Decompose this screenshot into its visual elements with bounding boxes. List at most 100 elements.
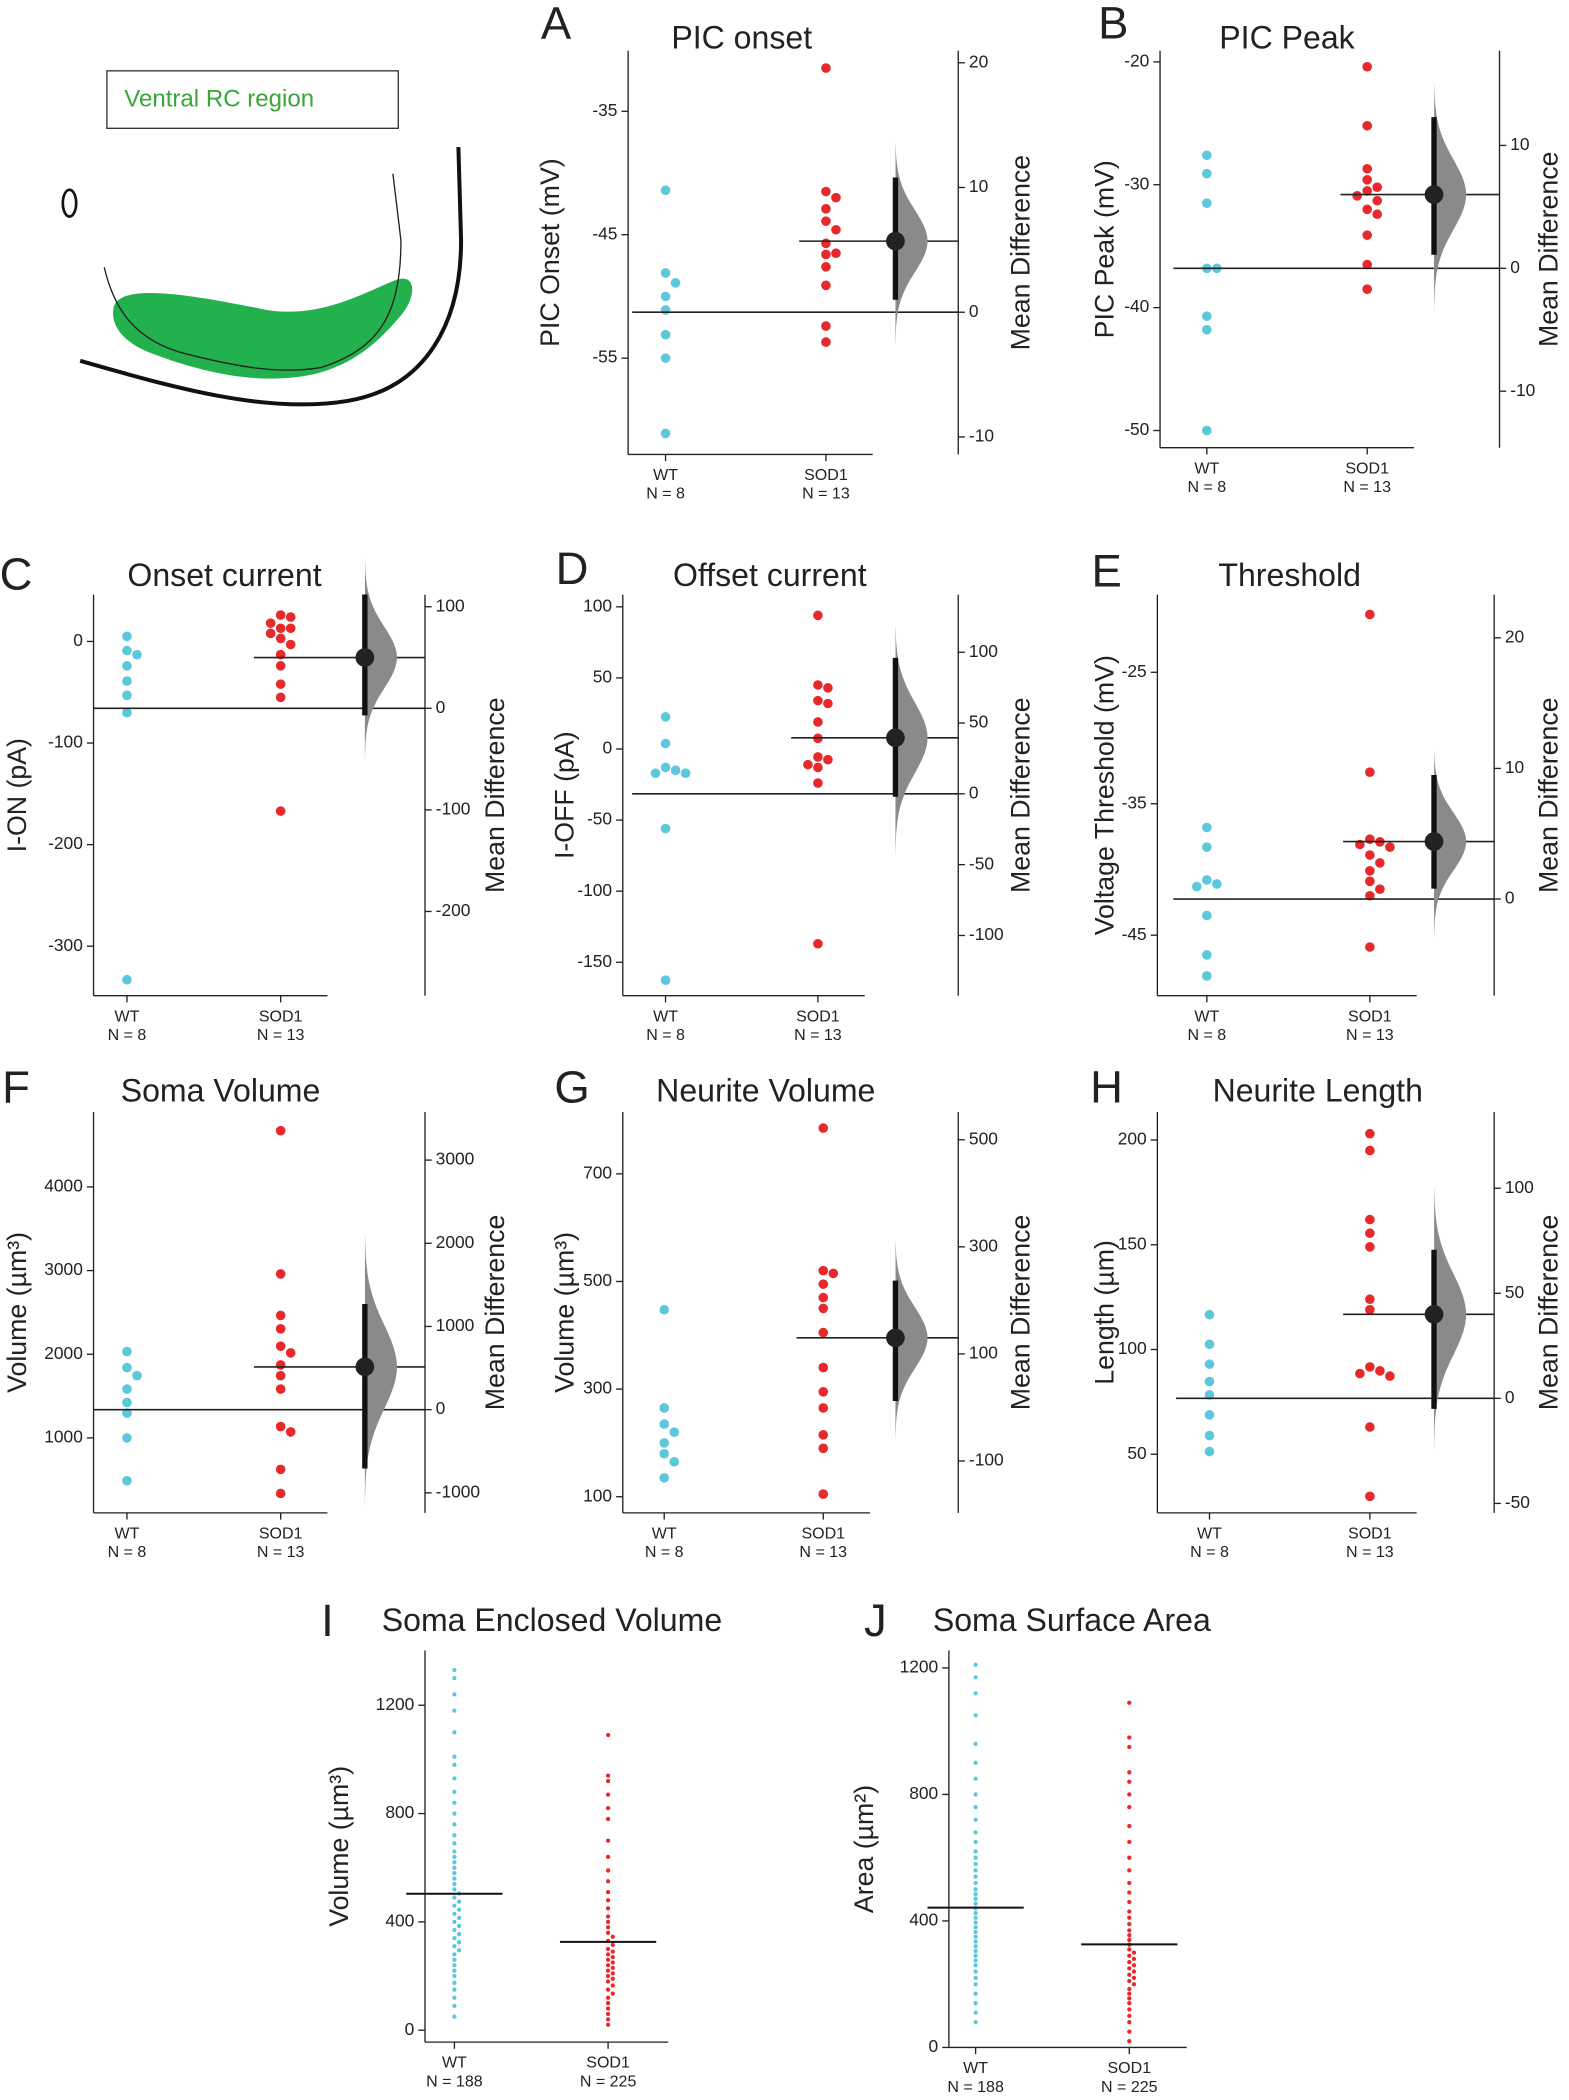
data-point (973, 2001, 978, 2006)
data-point (452, 1887, 457, 1892)
data-point (1127, 1966, 1132, 1971)
data-point (1127, 1909, 1132, 1914)
data-point (610, 1942, 615, 1948)
data-point (1365, 767, 1375, 778)
data-point (973, 1982, 978, 1987)
data-point (1127, 2007, 1132, 2012)
data-point (973, 1953, 978, 1958)
data-point (1362, 175, 1373, 185)
data-point (813, 938, 823, 949)
data-point (1365, 850, 1375, 860)
data-point (1127, 1899, 1132, 1905)
data-point (1365, 890, 1375, 901)
group-count: N = 13 (257, 1543, 305, 1561)
y2-tick-label: -10 (1510, 380, 1535, 400)
y2-axis-label: Mean Difference (1005, 697, 1035, 893)
group-count: N = 13 (802, 485, 850, 503)
x-tick-label: WT (115, 1524, 140, 1542)
data-point (831, 192, 841, 203)
data-point (605, 2022, 611, 2027)
data-point (452, 1865, 457, 1870)
data-point (605, 1816, 611, 1822)
data-point (813, 752, 823, 762)
data-point (1365, 1242, 1375, 1252)
data-point (285, 612, 296, 622)
data-point (660, 305, 671, 315)
data-point (605, 1778, 611, 1784)
data-point (818, 1292, 829, 1303)
data-point (973, 1861, 978, 1867)
data-point (1127, 2001, 1132, 2006)
panel-letter: I (321, 1595, 334, 1646)
x-tick-label: SOD1 (1348, 1524, 1392, 1542)
data-point (1204, 1339, 1215, 1350)
data-point (275, 1488, 286, 1499)
data-point (452, 1849, 457, 1854)
y2-tick-label: -1000 (436, 1481, 480, 1501)
data-point (452, 1730, 457, 1735)
x-tick-label: WT (1194, 1007, 1219, 1025)
y-tick-label: -25 (1122, 661, 1147, 681)
data-point (660, 762, 671, 773)
data-point (973, 1713, 978, 1718)
data-point (456, 1923, 462, 1929)
data-point (660, 975, 671, 985)
data-point (122, 1397, 132, 1408)
group-count: N = 13 (257, 1026, 305, 1044)
group-count: N = 13 (1346, 1543, 1394, 1561)
data-point (973, 1891, 978, 1897)
data-point (1127, 1804, 1132, 1810)
mean-difference (886, 1328, 905, 1348)
data-point (1127, 1880, 1132, 1886)
inset-marker (61, 188, 78, 218)
data-point (973, 1948, 978, 1954)
data-point (605, 1792, 611, 1797)
data-point (1131, 1975, 1137, 1981)
data-point (452, 1870, 457, 1876)
data-point (973, 1887, 978, 1892)
data-point (660, 185, 671, 196)
data-point (452, 1881, 457, 1887)
y-tick-label: 4000 (44, 1176, 83, 1196)
data-point (605, 1868, 611, 1873)
y-axis-label: PIC Peak (mV) (1090, 160, 1120, 338)
x-tick-label: SOD1 (586, 2054, 630, 2072)
data-point (605, 1906, 611, 1911)
data-point (973, 1925, 978, 1930)
y2-tick-label: 500 (969, 1128, 998, 1148)
data-point (122, 690, 132, 701)
y-tick-label: -100 (48, 732, 83, 752)
data-point (818, 1303, 829, 1314)
y-axis-label: I-ON (pA) (2, 738, 32, 852)
data-point (1375, 858, 1385, 868)
panel-letter: G (554, 1062, 589, 1113)
y2-axis-label: Mean Difference (1533, 151, 1563, 347)
x-tick-label: WT (963, 2059, 988, 2077)
chart-title: Neurite Volume (656, 1073, 875, 1109)
y-tick-label: -20 (1124, 50, 1149, 70)
y2-tick-label: -100 (969, 1450, 1004, 1470)
data-point (1362, 61, 1373, 72)
data-point (452, 1911, 457, 1916)
bootstrap-distribution (895, 1236, 928, 1440)
y-tick-label: 100 (1118, 1338, 1147, 1358)
data-point (821, 186, 831, 197)
data-point (660, 428, 671, 439)
data-point (973, 1839, 978, 1845)
data-point (669, 1427, 680, 1437)
data-point (610, 1934, 615, 1939)
data-point (275, 623, 286, 634)
data-point (1191, 881, 1202, 892)
data-point (1362, 186, 1373, 196)
x-tick-label: SOD1 (1107, 2059, 1151, 2077)
data-point (1127, 2020, 1132, 2025)
chart-title: PIC Peak (1219, 20, 1355, 56)
data-point (122, 1433, 132, 1443)
data-point (973, 1958, 978, 1963)
data-point (1204, 1376, 1215, 1387)
data-point (1365, 1422, 1375, 1432)
data-point (452, 1919, 457, 1925)
data-point (973, 1662, 978, 1667)
data-point (1372, 209, 1383, 220)
group-count: N = 225 (580, 2072, 637, 2090)
